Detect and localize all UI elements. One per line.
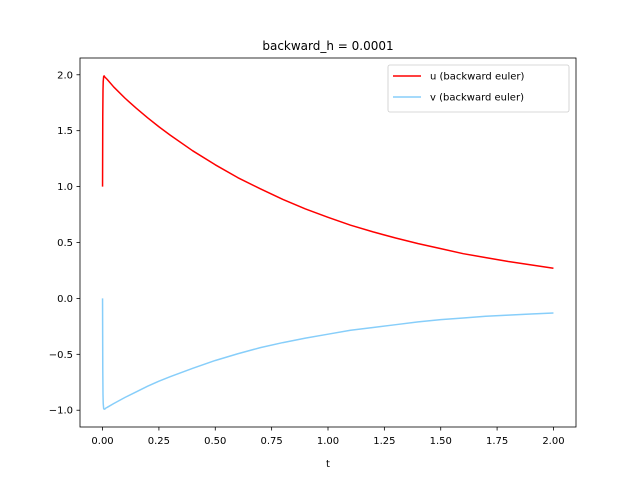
y-tick-label: −0.5 (49, 350, 73, 361)
legend-label-u: u (backward euler) (430, 72, 524, 83)
x-axis-label: t (326, 459, 330, 470)
legend-label-v: v (backward euler) (430, 93, 524, 104)
series-line-v (101, 298, 554, 410)
y-tick-label: 0.0 (57, 294, 73, 305)
y-tick-label: 1.5 (57, 126, 73, 137)
x-tick-label: 0.50 (204, 436, 226, 447)
x-tick-label: 0.25 (148, 436, 170, 447)
x-tick-label: 1.25 (373, 436, 395, 447)
x-tick-label: 1.50 (430, 436, 452, 447)
y-tick-label: 2.0 (57, 70, 73, 81)
x-tick-label: 0.75 (261, 436, 283, 447)
x-tick-label: 0.00 (91, 436, 113, 447)
y-tick-label: 1.0 (57, 182, 73, 193)
chart-title: backward_h = 0.0001 (262, 39, 393, 53)
x-tick-label: 1.75 (486, 436, 508, 447)
legend-box (387, 64, 570, 113)
series-line-u (101, 75, 554, 269)
legend: u (backward euler) v (backward euler) (387, 64, 570, 113)
x-tick-label: 2.00 (542, 436, 564, 447)
plot-area: 0.00 0.25 0.50 0.75 1.00 1.25 1.50 1.75 2.00 −1.0… (49, 57, 577, 447)
y-tick-label: −1.0 (49, 406, 73, 417)
y-tick-label: 0.5 (57, 238, 73, 249)
x-tick-label: 1.00 (317, 436, 339, 447)
